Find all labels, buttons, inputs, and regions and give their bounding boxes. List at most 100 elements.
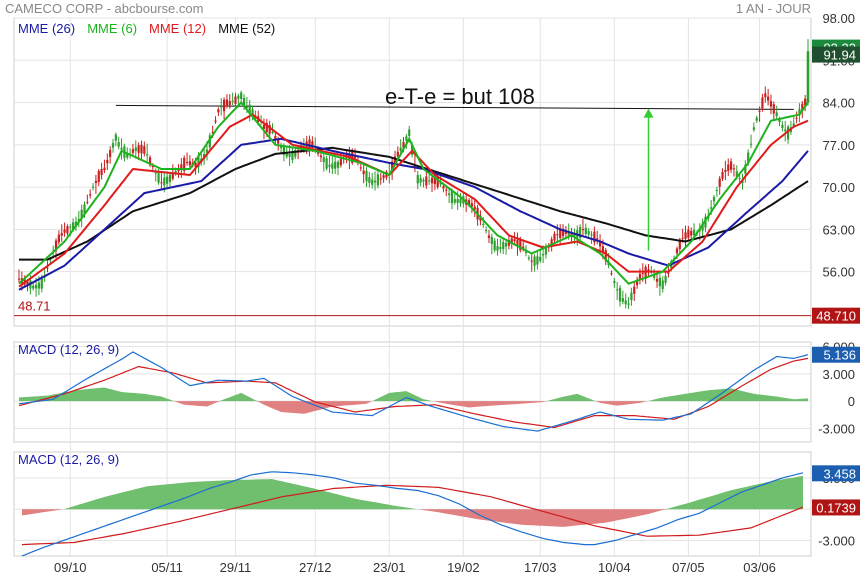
x-tick-label: 09/10 xyxy=(54,560,87,575)
candle-body xyxy=(277,140,280,144)
candle-body xyxy=(69,226,72,228)
ema52-line xyxy=(19,146,809,261)
candle-body xyxy=(732,168,736,170)
support-price-badge: 48.710 xyxy=(816,309,856,324)
macd-weekly-value-badge: 3.458 xyxy=(823,466,856,481)
candle-body xyxy=(516,239,519,246)
candle-body xyxy=(208,135,211,148)
candle-body xyxy=(402,142,405,149)
candle-body xyxy=(214,120,217,122)
candle-body xyxy=(598,240,602,247)
candle-body xyxy=(77,218,80,222)
candle-body xyxy=(49,259,52,261)
candle-body xyxy=(262,124,266,129)
grid-layer xyxy=(13,17,812,557)
candle-body xyxy=(556,234,559,236)
candle-body xyxy=(32,285,35,289)
candle-body xyxy=(667,272,670,274)
candle-body xyxy=(527,257,530,259)
macd-daily-value-badge: 5.136 xyxy=(823,348,856,363)
candle-body xyxy=(624,300,627,305)
candle-body xyxy=(487,235,491,238)
price-panel: MME (26) MME (6) MME (12) MME (52) 48.71 e-T-… xyxy=(14,21,811,317)
candle-body xyxy=(91,186,95,188)
candle-body xyxy=(237,95,240,99)
candle-body xyxy=(373,180,377,183)
candle-body xyxy=(724,169,727,173)
candle-body xyxy=(231,100,234,102)
ema6-line xyxy=(18,100,809,285)
candle-body xyxy=(416,174,419,184)
last-price-badge-bg xyxy=(812,46,860,63)
candle-body xyxy=(100,169,103,176)
candle-body xyxy=(553,233,556,241)
candle-body xyxy=(205,149,209,153)
candle-body xyxy=(322,157,325,162)
candle-body xyxy=(166,176,169,184)
candle-body xyxy=(294,150,297,157)
candle-body xyxy=(804,98,807,106)
candle-body xyxy=(160,182,163,184)
chart-annotation: e-T-e = but 108 xyxy=(385,84,535,109)
candle-body xyxy=(544,246,548,255)
candle-body xyxy=(40,277,43,289)
candle-body xyxy=(567,231,570,237)
candle-body xyxy=(80,209,83,219)
candle-body xyxy=(704,216,707,228)
legend-item: MME (52) xyxy=(218,21,275,36)
candle-body xyxy=(428,180,431,182)
candle-body xyxy=(211,132,214,134)
candle-body xyxy=(727,164,730,171)
candle-body xyxy=(382,175,385,179)
macd-signal-line xyxy=(21,484,804,546)
candle-body xyxy=(302,145,305,147)
candle-body xyxy=(319,155,323,158)
candle-body xyxy=(772,104,775,114)
candle-body xyxy=(436,176,439,188)
legend-item: MME (12) xyxy=(149,21,206,36)
macd-signal-line xyxy=(18,357,809,429)
candle-body xyxy=(638,273,642,280)
candle-body xyxy=(103,167,106,171)
candle-body xyxy=(499,247,502,249)
candle-body xyxy=(735,171,738,177)
candle-body xyxy=(769,101,773,107)
macd-line xyxy=(21,471,804,557)
candle-body xyxy=(66,226,69,234)
candle-body xyxy=(242,98,246,106)
candle-body xyxy=(581,229,585,231)
candle-body xyxy=(220,106,223,108)
candle-body xyxy=(533,256,536,266)
macd-title: MACD (12, 26, 9) xyxy=(18,452,119,467)
candle-body xyxy=(590,234,593,236)
candle-body xyxy=(758,110,761,112)
candle-body xyxy=(325,158,328,169)
candle-body xyxy=(194,162,197,168)
candle-body xyxy=(755,117,758,121)
candle-body xyxy=(109,149,112,157)
macd-tick-label: 3.000 xyxy=(822,367,855,382)
candle-body xyxy=(801,103,804,112)
candle-body xyxy=(168,174,172,182)
x-tick-label: 05/11 xyxy=(151,560,183,575)
candle-body xyxy=(34,285,38,289)
candle-body xyxy=(658,277,661,287)
candle-body xyxy=(143,146,146,154)
candle-body xyxy=(46,267,49,269)
candle-body xyxy=(712,196,716,202)
candle-body xyxy=(120,147,123,150)
candle-body xyxy=(134,147,137,151)
legend-item: MME (26) xyxy=(18,21,75,36)
legend-item: MME (6) xyxy=(87,21,137,36)
candle-body xyxy=(786,126,790,140)
candle-body xyxy=(291,151,294,160)
price-tick-label: 56.00 xyxy=(822,265,855,280)
candle-body xyxy=(513,239,516,242)
candle-body xyxy=(456,199,459,203)
candle-body xyxy=(467,200,471,205)
macd-tick-label: -3.000 xyxy=(818,533,855,548)
support-line-label: 48.71 xyxy=(18,299,51,314)
candle-body xyxy=(146,154,149,156)
